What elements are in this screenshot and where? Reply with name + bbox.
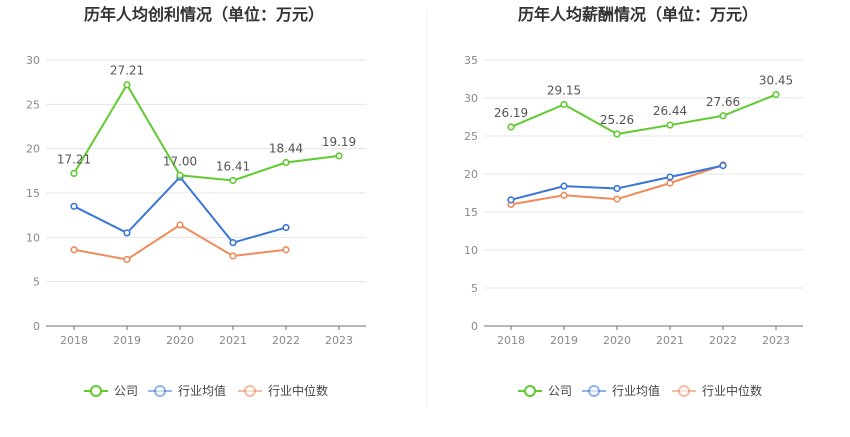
data-point-industry-avg[interactable] [70,202,78,210]
x-tick-label: 2018 [497,334,525,347]
y-tick-label: 25 [464,130,478,143]
chart-title: 历年人均创利情况（单位：万元） [84,5,324,24]
data-label: 26.19 [494,106,528,120]
x-tick-label: 2019 [550,334,578,347]
legend-item-company[interactable]: 公司 [518,384,572,398]
data-point-company[interactable] [507,123,515,131]
legend-label: 行业均值 [178,383,226,398]
data-point-industry-avg[interactable] [282,223,290,232]
data-point-company[interactable] [666,121,674,129]
data-point-company[interactable] [176,171,184,179]
legend-label: 行业均值 [612,383,660,398]
data-point-company[interactable] [123,81,131,89]
series-line-industry-avg [510,164,724,201]
x-tick-label: 2022 [709,334,737,347]
data-point-company[interactable] [772,90,780,99]
y-tick-label: 20 [464,168,478,181]
legend-item-industry-avg[interactable]: 行业均值 [582,383,660,398]
legend-item-industry-median[interactable]: 行业中位数 [672,383,762,398]
legend-label: 公司 [548,384,572,398]
x-tick-label: 2020 [603,334,631,347]
data-label: 27.21 [110,64,144,78]
legend-marker-icon [244,385,256,397]
data-point-industry-avg[interactable] [719,162,727,170]
legend-marker-icon [90,385,102,397]
legend: 公司 行业均值 行业中位数 [84,383,328,398]
legend-item-industry-avg[interactable]: 行业均值 [148,383,226,398]
data-label: 19.19 [322,135,356,149]
data-point-company[interactable] [560,100,568,109]
data-point-company[interactable] [719,112,727,120]
series-line-company [510,93,777,136]
legend-marker-icon [524,385,536,397]
legend-label: 行业中位数 [702,383,762,398]
y-tick-label: 0 [33,320,40,333]
data-point-industry-avg[interactable] [560,182,568,190]
x-tick-label: 2018 [60,334,88,347]
chart-panel-2: 历年人均薪酬情况（单位：万元） 0 5 10 15 20 25 30 35 2018 2019 202… [464,5,803,398]
y-tick-label: 10 [464,244,478,257]
data-label: 25.26 [600,113,634,127]
data-point-industry-avg[interactable] [613,184,621,193]
y-tick-label: 15 [26,187,40,200]
data-point-company[interactable] [70,169,78,178]
series-line-company [73,82,340,182]
legend-marker-icon [154,385,166,397]
y-tick-label: 30 [26,54,40,67]
legend: 公司 行业均值 行业中位数 [518,383,762,398]
x-tick-label: 2019 [113,334,141,347]
x-tick-label: 2021 [656,334,684,347]
y-tick-label: 0 [471,320,478,333]
legend-marker-icon [678,385,690,397]
legend-item-industry-median[interactable]: 行业中位数 [238,383,328,398]
y-tick-label: 30 [464,92,478,105]
data-point-company[interactable] [335,152,343,160]
legend-label: 公司 [114,384,138,398]
data-label: 18.44 [269,141,303,155]
data-label: 17.00 [163,154,197,168]
data-label: 27.66 [706,95,740,109]
y-tick-label: 20 [26,143,40,156]
y-tick-label: 15 [464,206,478,219]
x-tick-label: 2021 [219,334,247,347]
data-point-company[interactable] [282,158,290,167]
x-tick-label: 2022 [272,334,300,347]
data-point-industry-avg[interactable] [123,229,131,237]
chart-panel-1: 历年人均创利情况（单位：万元） 0 5 10 15 20 25 30 2018 2019 2020 2… [26,5,366,398]
data-point-industry-median[interactable] [123,255,131,264]
series-line-industry-avg [73,175,287,244]
chart-title: 历年人均薪酬情况（单位：万元） [518,5,758,24]
data-point-industry-median[interactable] [70,246,78,254]
x-tick-label: 2020 [166,334,194,347]
series-line-industry-median [73,223,287,261]
data-point-industry-median[interactable] [666,179,674,187]
data-point-industry-median[interactable] [176,221,184,229]
data-label: 29.15 [547,83,581,97]
legend-marker-icon [588,385,600,397]
y-tick-label: 10 [26,231,40,244]
data-point-company[interactable] [229,176,237,185]
data-label: 30.45 [759,74,793,88]
legend-label: 行业中位数 [268,383,328,398]
data-point-industry-median[interactable] [282,246,290,254]
data-point-industry-median[interactable] [560,191,568,199]
data-point-industry-median[interactable] [229,252,237,260]
data-point-industry-median[interactable] [613,195,621,203]
data-point-industry-avg[interactable] [666,173,674,181]
legend-item-company[interactable]: 公司 [84,384,138,398]
data-point-company[interactable] [613,130,621,138]
data-point-industry-avg[interactable] [507,196,515,204]
data-label: 26.44 [653,104,687,118]
x-tick-label: 2023 [325,334,353,347]
y-tick-label: 35 [464,54,478,67]
data-label: 16.41 [216,159,250,173]
x-tick-label: 2023 [762,334,790,347]
data-point-industry-avg[interactable] [229,239,237,247]
y-tick-label: 5 [471,282,478,295]
y-tick-label: 25 [26,98,40,111]
y-tick-label: 5 [33,276,40,289]
data-label: 17.21 [57,152,91,166]
